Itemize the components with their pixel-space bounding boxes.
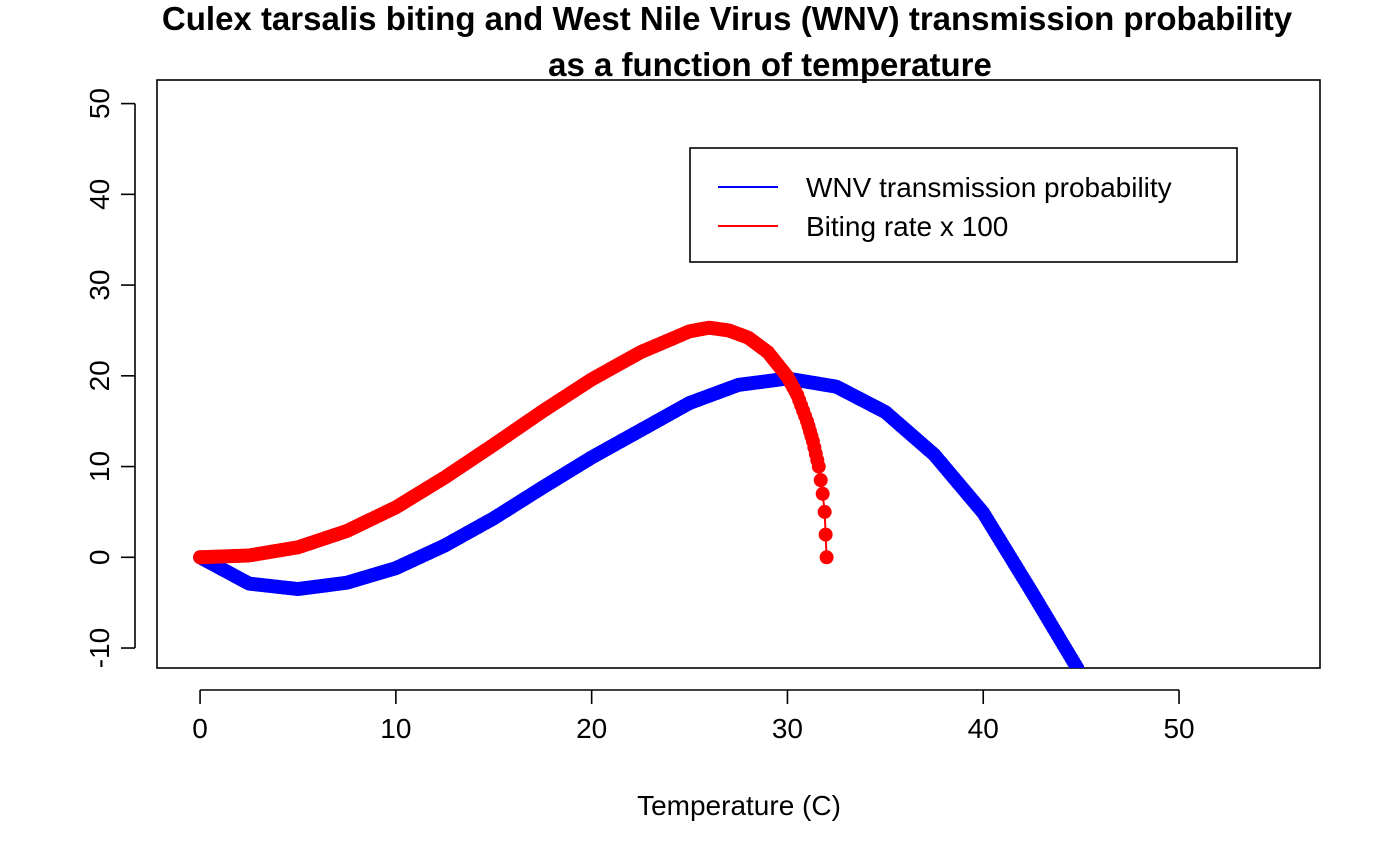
chart-title: Culex tarsalis biting and West Nile Viru… (162, 0, 1293, 83)
point-biting (815, 486, 830, 501)
series-layer (193, 320, 1085, 668)
legend: WNV transmission probability Biting rate… (689, 147, 1238, 263)
legend-label-biting: Biting rate x 100 (806, 211, 1008, 242)
x-tick-label: 10 (380, 713, 411, 744)
x-tick-label: 50 (1163, 713, 1194, 744)
y-tick-label: 10 (84, 451, 115, 482)
y-tick-label: 50 (84, 88, 115, 119)
x-tick-label: 0 (192, 713, 208, 744)
point-biting (811, 459, 826, 474)
plot-frame (156, 79, 1321, 669)
y-tick-label: 30 (84, 269, 115, 300)
x-tick-label: 40 (968, 713, 999, 744)
chart-title-line-1: Culex tarsalis biting and West Nile Viru… (162, 0, 1293, 37)
chart-title-line-2: as a function of temperature (548, 46, 992, 83)
x-tick-label: 30 (772, 713, 803, 744)
x-tick-label: 20 (576, 713, 607, 744)
point-biting (817, 504, 832, 519)
y-tick-label: -10 (84, 628, 115, 668)
x-axis-label: Temperature (C) (637, 790, 841, 821)
series-line-biting (200, 326, 828, 559)
legend-box (689, 147, 1238, 263)
point-biting (813, 473, 828, 488)
axes: 0 10 20 30 40 50 -10 0 10 20 30 40 50 (84, 88, 1195, 744)
y-tick-label: 40 (84, 179, 115, 210)
y-tick-label: 0 (84, 550, 115, 566)
point-biting (818, 527, 833, 542)
series-line-wnv (199, 377, 1079, 668)
legend-label-wnv: WNV transmission probability (806, 172, 1172, 203)
y-tick-label: 20 (84, 360, 115, 391)
point-wnv (1070, 661, 1085, 668)
point-biting (819, 550, 834, 565)
